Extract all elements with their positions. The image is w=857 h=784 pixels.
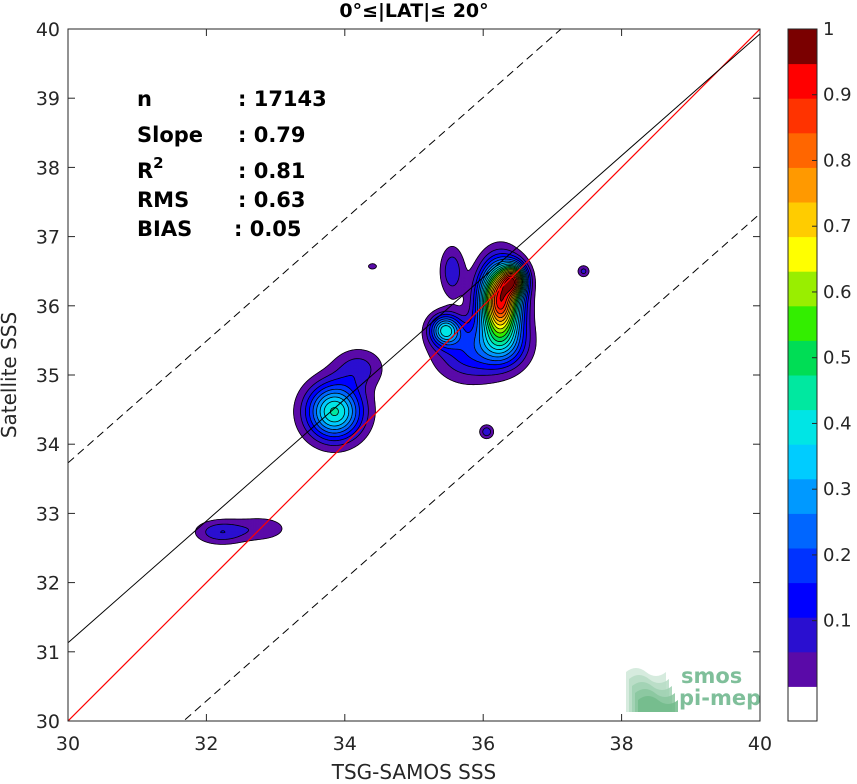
colorbar-band [788,98,817,134]
colorbar-band [788,409,817,445]
colorbar-band [788,478,817,514]
y-tick-label: 31 [36,642,60,664]
y-tick-label: 38 [36,157,60,179]
chart-title: 0°≤|LAT|≤ 20° [339,0,488,22]
identity-line [68,29,760,721]
colorbar-band [788,651,817,687]
colorbar-tick-label: 0.5 [823,348,852,369]
colorbar-frame [787,28,818,722]
colorbar-band [788,305,817,341]
upper-bound-line [68,29,562,464]
stat-value: : 17143 [238,87,327,111]
colorbar-band [788,29,817,65]
colorbar-tick-label: 0.9 [823,85,852,106]
x-tick-label: 36 [471,733,495,755]
logo-line-2: pi-mep [679,686,761,710]
contour-line [312,258,529,434]
colorbar-band [788,617,817,653]
colorbar-tick-label: 0.1 [823,611,852,632]
lower-bound-line [182,213,760,721]
colorbar-tick-label: 0.3 [823,479,852,500]
colorbar-tick-label: 0.8 [823,150,852,171]
colorbar-band [788,444,817,480]
colorbar-band [788,686,817,722]
colorbar: 0.1 0.2 0.3 0.4 0.5 0.6 0.7 0.8 0.9 1 [787,19,852,722]
colorbar-tick-label: 1 [823,19,834,40]
stat-value: : 0.81 [238,159,306,183]
contour-line [493,274,518,315]
y-tick-label: 36 [36,296,60,318]
logo-line-1: smos [681,664,742,688]
colorbar-band [788,236,817,272]
y-tick-label: 40 [36,19,60,41]
colorbar-tick-label: 0.4 [823,413,852,434]
contour-line [484,266,524,343]
contour-line [309,256,530,438]
contour-line [485,267,523,338]
x-tick-label: 30 [56,733,80,755]
colorbar-band [788,513,817,549]
y-axis: 30 31 32 33 34 35 36 37 38 39 40 [36,19,760,733]
colorbar-band [788,202,817,238]
contour-line [205,248,587,540]
colorbar-band [788,167,817,203]
colorbar-band [788,63,817,99]
stat-label: Slope [137,123,203,147]
y-tick-label: 30 [36,711,60,733]
density-contours [194,241,590,545]
x-axis: 30 32 34 36 38 40 [56,29,772,755]
colorbar-band [788,375,817,411]
x-axis-label: TSG-SAMOS SSS [331,760,497,784]
contour-line [220,253,531,534]
contour-line [486,268,522,334]
logo-wave-icon [626,668,678,712]
stat-label: BIAS [137,217,192,241]
contour-line [329,265,525,417]
stat-value: : 0.63 [238,188,306,212]
reference-lines [68,29,760,721]
colorbar-band [788,582,817,618]
x-tick-label: 34 [333,733,357,755]
y-tick-label: 34 [36,434,60,456]
stat-value: : 0.79 [238,123,306,147]
colorbar-tick-label: 0.6 [823,282,852,303]
x-tick-label: 40 [748,733,772,755]
y-tick-label: 32 [36,573,60,595]
colorbar-band [788,271,817,307]
stat-label: n [137,87,152,111]
colorbar-band [788,132,817,168]
y-tick-label: 35 [36,365,60,387]
y-tick-label: 33 [36,503,60,525]
stat-value: : 0.05 [234,217,302,241]
contour-line [316,260,527,430]
stat-label: RMS [137,188,189,212]
regression-line [68,33,760,644]
contour-line [323,263,526,423]
statistics-box: n : 17143 Slope : 0.79 R2 : 0.81 RMS : 0.63 BIAS… [137,87,327,241]
y-axis-label: Satellite SSS [0,312,21,438]
x-tick-label: 38 [610,733,634,755]
colorbar-tick-label: 0.7 [823,216,852,237]
y-tick-label: 37 [36,227,60,249]
x-tick-label: 32 [194,733,218,755]
contour-line [496,275,517,310]
y-tick-label: 39 [36,88,60,110]
colorbar-band [788,548,817,584]
stat-label: R2 [137,154,164,183]
colorbar-tick-label: 0.2 [823,545,852,566]
